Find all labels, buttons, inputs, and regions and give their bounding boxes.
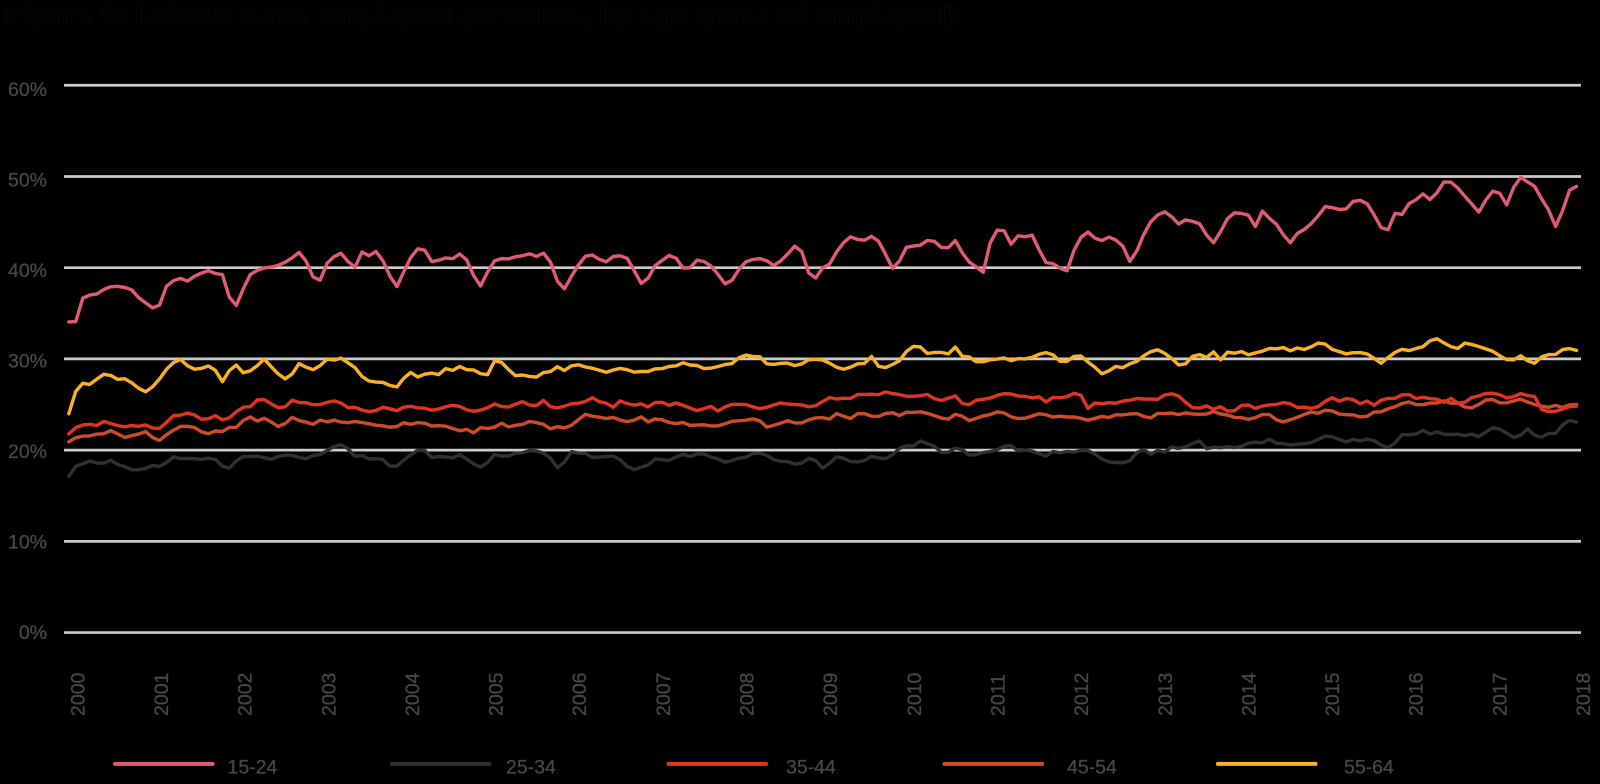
svg-text:2006: 2006 (569, 673, 591, 716)
svg-text:2010: 2010 (904, 672, 926, 716)
svg-text:2011: 2011 (987, 674, 1009, 716)
svg-text:2004: 2004 (402, 672, 424, 716)
svg-text:2003: 2003 (318, 673, 340, 716)
svg-text:2012: 2012 (1071, 673, 1093, 716)
svg-text:15-24: 15-24 (228, 757, 278, 779)
svg-text:2009: 2009 (820, 673, 842, 716)
svg-text:40%: 40% (8, 260, 47, 282)
svg-text:60%: 60% (8, 79, 47, 101)
svg-text:55-64: 55-64 (1344, 757, 1394, 779)
svg-text:30%: 30% (8, 350, 47, 372)
svg-text:2000: 2000 (67, 672, 89, 716)
svg-text:2007: 2007 (653, 673, 675, 716)
svg-text:2001: 2001 (151, 673, 173, 716)
svg-text:2014: 2014 (1238, 672, 1260, 716)
svg-text:45-54: 45-54 (1067, 757, 1117, 779)
svg-text:20%: 20% (8, 441, 47, 463)
svg-text:2015: 2015 (1322, 672, 1344, 716)
svg-text:2008: 2008 (737, 673, 759, 716)
svg-text:25-34: 25-34 (506, 757, 556, 779)
svg-text:2002: 2002 (235, 673, 257, 716)
svg-text:2017: 2017 (1489, 673, 1511, 716)
svg-text:2013: 2013 (1155, 673, 1177, 716)
svg-text:2016: 2016 (1406, 673, 1428, 716)
svg-text:10%: 10% (8, 531, 47, 553)
svg-text:35-44: 35-44 (786, 757, 836, 779)
svg-text:2018: 2018 (1573, 673, 1595, 716)
svg-text:2005: 2005 (486, 672, 508, 716)
svg-text:0%: 0% (19, 622, 47, 644)
svg-text:50%: 50% (8, 169, 47, 191)
